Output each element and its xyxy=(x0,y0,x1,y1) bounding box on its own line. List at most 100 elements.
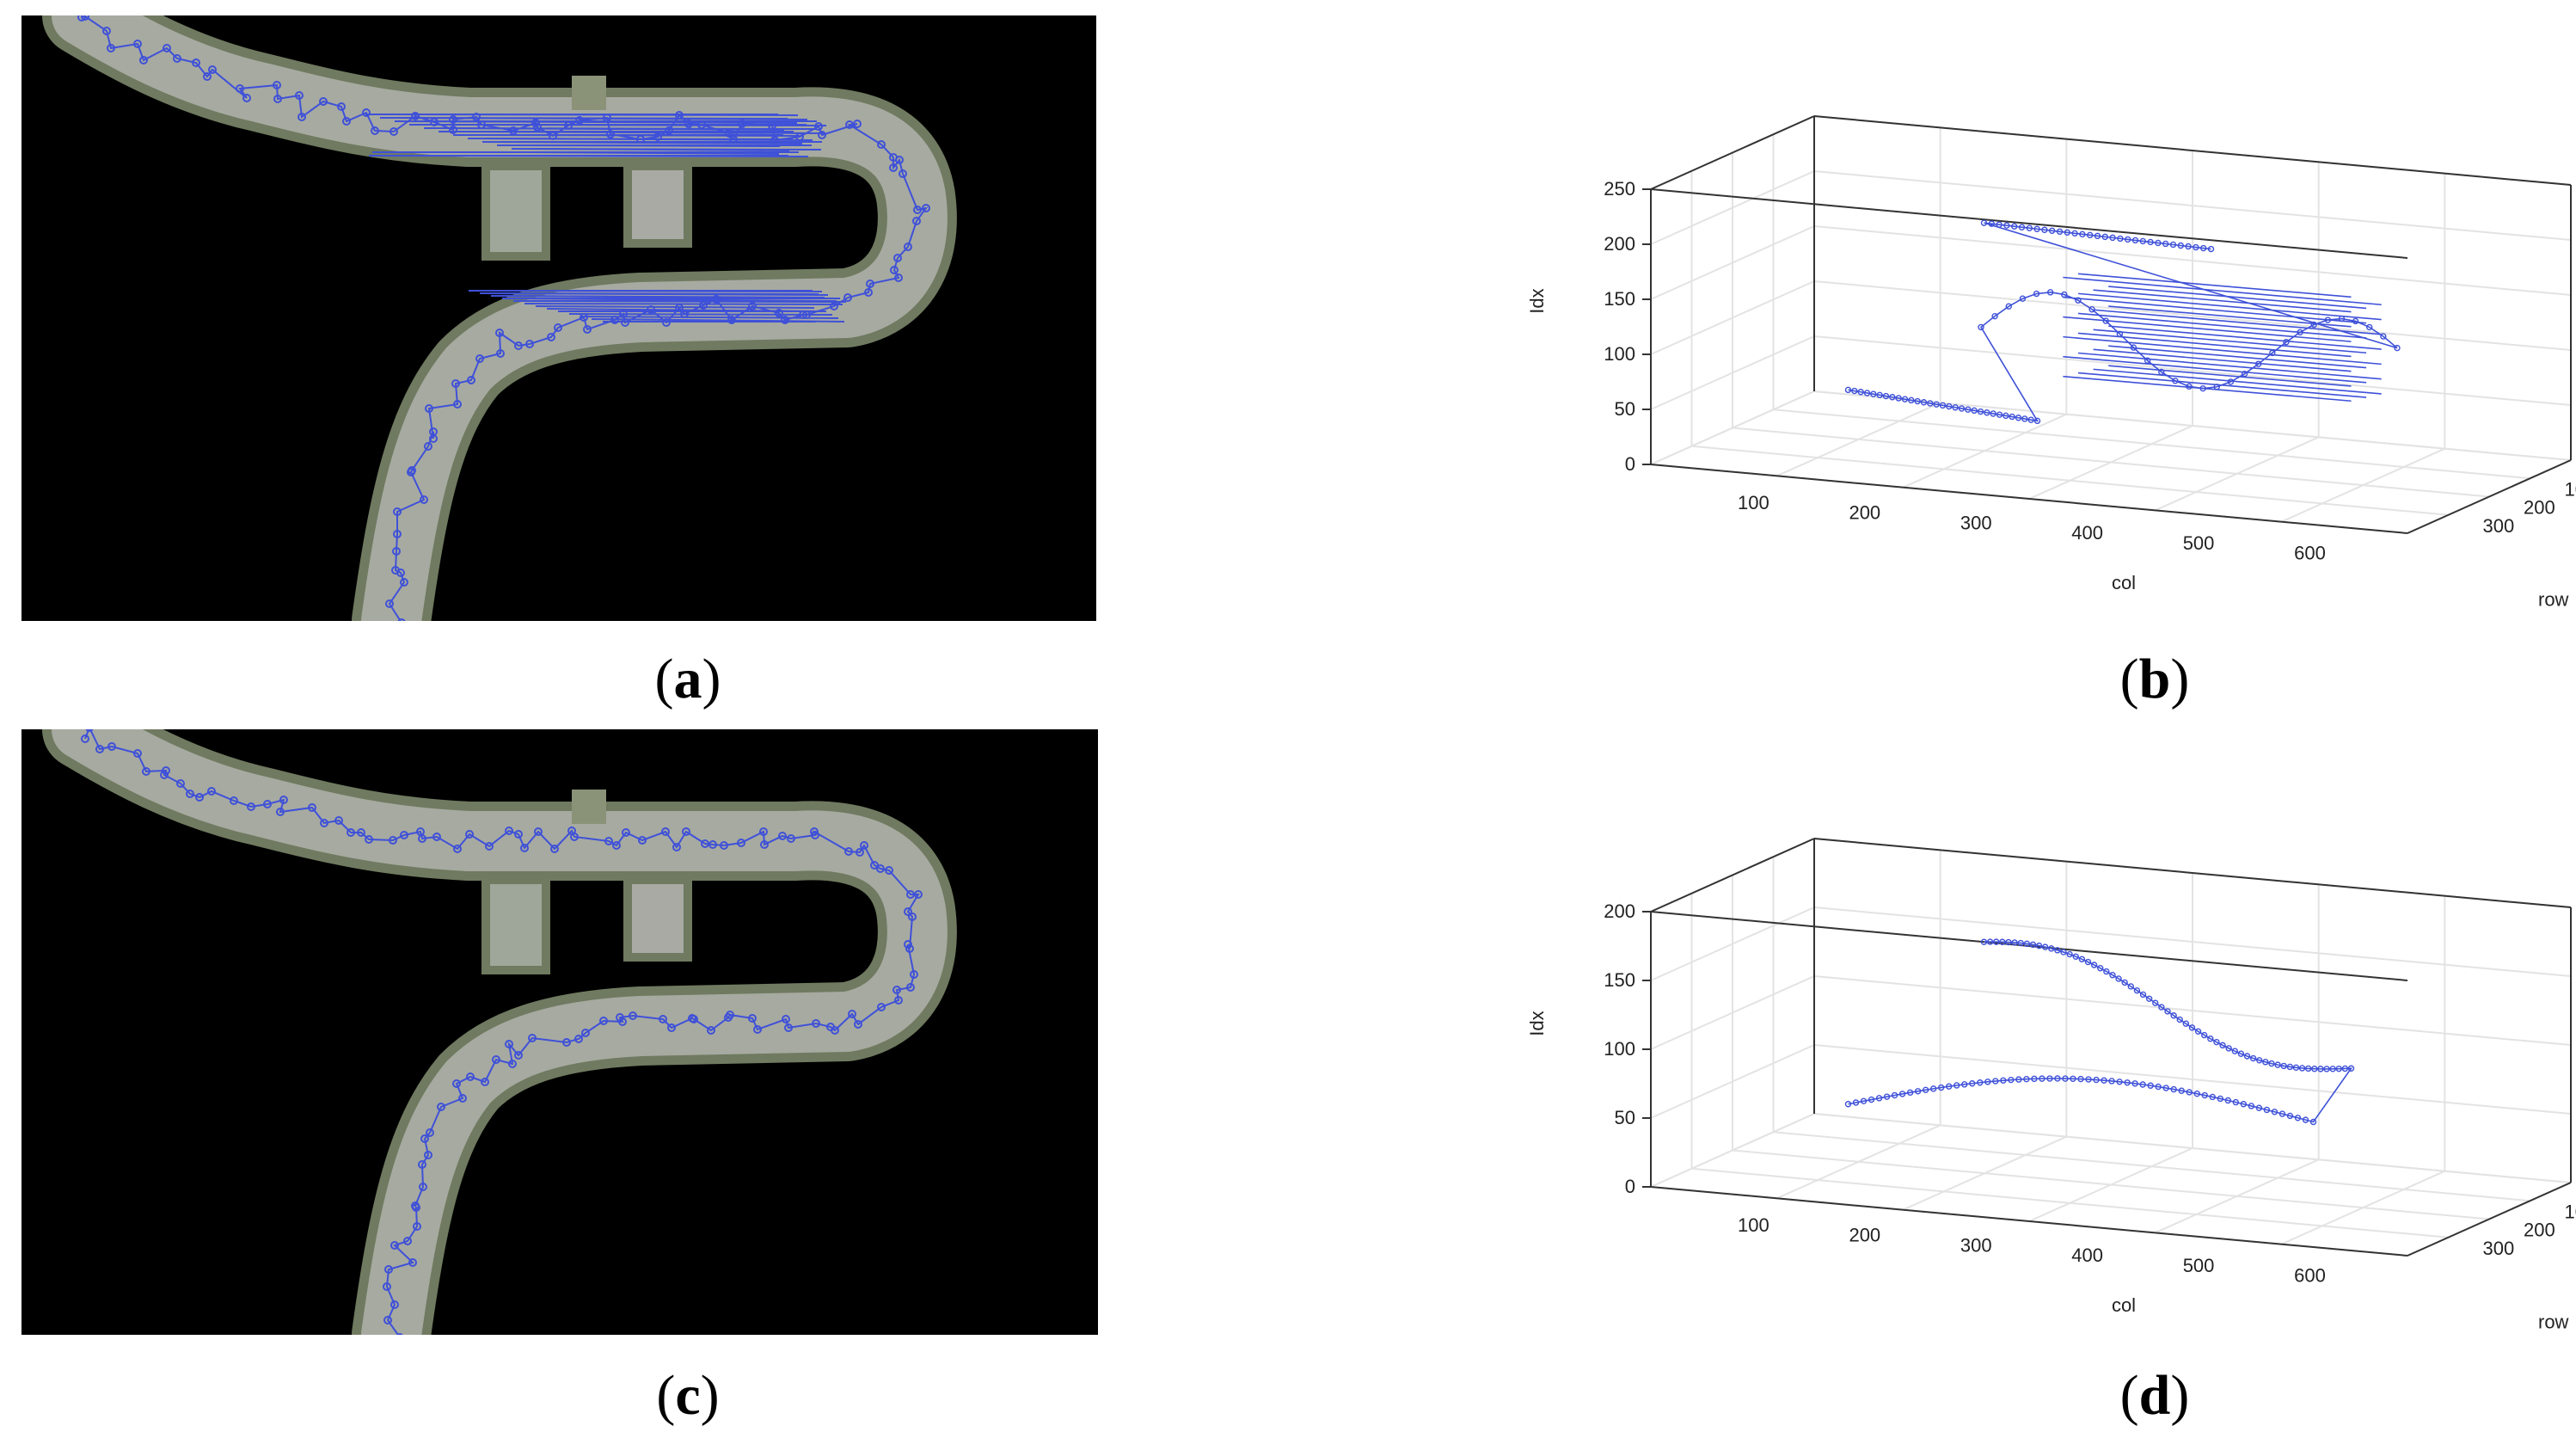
panel-b-track-point xyxy=(2139,237,2146,245)
panel-d-z-tick-label: 50 xyxy=(1615,1107,1635,1128)
panel-c-track-point xyxy=(812,1019,820,1028)
panel-d-track-point xyxy=(2286,1112,2294,1120)
panel-d-track-point xyxy=(2115,975,2122,982)
panel-d-track-point xyxy=(2217,1095,2223,1103)
panel-c-track-point xyxy=(885,866,893,875)
panel-a-track-point xyxy=(192,58,200,67)
panel-d-track-point xyxy=(2039,1075,2045,1082)
panel-a-track-point xyxy=(525,340,534,348)
panel-c-track-point xyxy=(320,819,328,827)
panel-c-track-point xyxy=(701,839,709,848)
panel-c-track-point xyxy=(760,840,769,849)
panel-d-track-point xyxy=(2152,999,2159,1006)
panel-d-track-point xyxy=(2176,1016,2183,1023)
panel-c-block-2-inner xyxy=(632,884,684,953)
panel-a-track-point xyxy=(818,131,826,139)
panel-b-track-point xyxy=(2015,415,2022,421)
panel-b-track-point xyxy=(2079,230,2086,238)
panel-d-track-point xyxy=(2054,947,2061,954)
panel-a-track-point xyxy=(653,132,662,141)
panel-a-track-point xyxy=(208,65,217,74)
panel-b-3d-chart: 0 50 100 150 200 250 100 200 300 400 500 600 100 200 3… xyxy=(1526,115,2576,611)
panel-c-block-3 xyxy=(572,790,606,824)
panel-a-track-point xyxy=(894,273,903,282)
panel-c-track-point xyxy=(574,1035,583,1043)
panel-a-track-point xyxy=(411,112,420,120)
panel-d-track-point xyxy=(2164,1008,2171,1015)
panel-b-track-point xyxy=(1988,220,1995,227)
panel-d-track-point xyxy=(2304,1065,2312,1072)
panel-d-track-point xyxy=(2201,1091,2208,1099)
panel-d-track-point xyxy=(2093,1076,2100,1084)
panel-b-track-point xyxy=(2018,224,2026,230)
panel-d-track-point xyxy=(1891,1091,1898,1099)
panel-c-track-line xyxy=(84,729,920,1335)
panel-b-connector xyxy=(2093,348,2352,372)
panel-b-track-point xyxy=(2207,245,2215,253)
panel-d-x-tick-label: 300 xyxy=(1960,1234,1992,1256)
panel-d-track-point xyxy=(2116,1078,2123,1085)
panel-b-track-point xyxy=(2310,321,2317,329)
panel-c-track-point xyxy=(638,836,647,845)
panel-a-track-point xyxy=(102,27,111,35)
panel-d-track-point xyxy=(1980,938,1988,945)
panel-c-track-point xyxy=(720,841,728,850)
panel-b-track-point xyxy=(2009,413,2015,421)
panel-a-block-3 xyxy=(572,76,606,110)
panel-d-track-point xyxy=(2279,1110,2286,1117)
panel-d-x-tick-label: 600 xyxy=(2294,1265,2326,1287)
panel-c-track-point xyxy=(826,1023,835,1031)
panel-b-track-point xyxy=(1996,411,2003,418)
panel-d-track-point xyxy=(2263,1106,2271,1114)
panel-a-track-point xyxy=(362,108,371,117)
panel-b-track-point xyxy=(2162,240,2169,248)
panel-d-track-point xyxy=(2188,1024,2196,1031)
panel-c-track-point xyxy=(534,827,543,836)
panel-b-grid-y-floor xyxy=(1691,445,2449,516)
panel-a-connector xyxy=(535,305,815,309)
panel-d-track-point xyxy=(2237,1050,2245,1057)
panel-a-connector xyxy=(485,138,813,141)
panel-b-track-point xyxy=(2269,349,2276,357)
panel-c-track-point xyxy=(466,1072,475,1081)
panel-a-track-point xyxy=(893,254,902,262)
panel-c-track-point xyxy=(604,837,613,845)
panel-a-track-point xyxy=(603,114,611,122)
panel-b-connector xyxy=(2108,305,2352,328)
panel-b-connector xyxy=(2108,286,2367,310)
panel-a-track-point xyxy=(203,72,212,81)
panel-b-grid-y-floor xyxy=(1732,427,2490,498)
panel-d-track-point xyxy=(2213,1038,2220,1046)
panel-d-track-point xyxy=(2090,962,2098,968)
panel-d-track-line xyxy=(1848,941,2353,1123)
panel-d-track-point xyxy=(2084,958,2092,966)
panel-a-track-point xyxy=(795,132,804,141)
panel-b-track-point xyxy=(1876,391,1883,399)
panel-a-track-point xyxy=(895,156,904,164)
panel-b-plot: 0 50 100 150 200 250 100 200 300 400 500 600 100 200 3… xyxy=(1462,0,2576,636)
panel-d-track-point xyxy=(2294,1115,2302,1122)
panel-d-track-point xyxy=(2207,1035,2214,1042)
caption-d: (d) xyxy=(2119,1364,2190,1427)
panel-d-track-point xyxy=(2031,1075,2038,1083)
panel-d-track-point xyxy=(2335,1065,2342,1072)
panel-b-track-point xyxy=(2324,316,2332,323)
panel-d-track-point xyxy=(2155,1083,2162,1091)
panel-d-track-point xyxy=(2054,1075,2061,1082)
panel-a-track-point xyxy=(899,169,907,178)
panel-a-track-point xyxy=(385,599,394,608)
panel-a-track-point xyxy=(133,40,142,48)
panel-d-track-point xyxy=(2255,1104,2263,1111)
panel-a-track-point xyxy=(922,204,930,212)
panel-c-track-point xyxy=(682,827,690,836)
panel-b-track-point xyxy=(1908,396,1915,404)
panel-a-connector xyxy=(475,290,823,292)
panel-b-track-point xyxy=(2075,297,2082,304)
panel-d-track-point xyxy=(1852,1099,1860,1106)
panel-d-track-point xyxy=(2066,950,2073,958)
panel-c-track-point xyxy=(894,996,903,1005)
panel-a-track-point xyxy=(400,578,408,587)
panel-b-x-axis-label: col xyxy=(2112,572,2136,593)
panel-a-track-point xyxy=(606,130,615,138)
panel-b-track-point xyxy=(2041,226,2048,233)
